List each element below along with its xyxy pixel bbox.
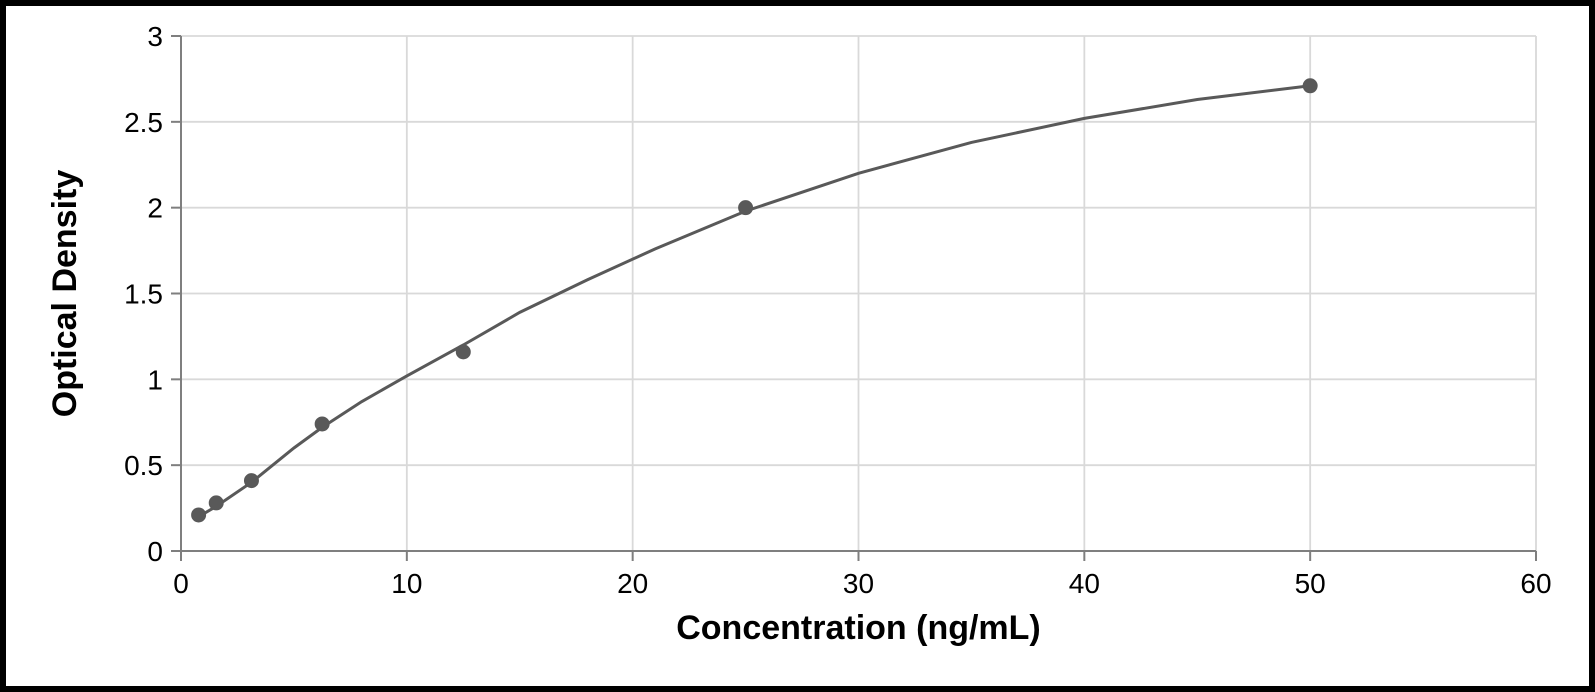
x-tick-label: 60	[1520, 568, 1551, 599]
chart-svg: 0 10 20 30 40 50 60 0 0.5 1 1.5 2 2.5 3 Concentration …	[26, 16, 1575, 682]
x-tick-label: 40	[1069, 568, 1100, 599]
data-point	[456, 345, 470, 359]
y-tick-label: 1	[147, 364, 163, 395]
x-tick-label: 50	[1295, 568, 1326, 599]
data-point	[1303, 79, 1317, 93]
data-point	[315, 417, 329, 431]
y-tick-label: 0.5	[124, 450, 163, 481]
y-tick-label: 2.5	[124, 107, 163, 138]
x-axis-title: Concentration (ng/mL)	[676, 609, 1041, 647]
x-tick-label: 0	[173, 568, 189, 599]
data-point	[244, 474, 258, 488]
y-tick-label: 2	[147, 193, 163, 224]
y-tick-label: 1.5	[124, 279, 163, 310]
y-tick-label: 3	[147, 21, 163, 52]
data-point	[209, 496, 223, 510]
chart-frame: 0 10 20 30 40 50 60 0 0.5 1 1.5 2 2.5 3 Concentration …	[0, 0, 1595, 692]
x-tick-label: 10	[391, 568, 422, 599]
x-tick-label: 30	[843, 568, 874, 599]
y-tick-label: 0	[147, 536, 163, 567]
y-axis-title: Optical Density	[46, 170, 84, 418]
chart-container: 0 10 20 30 40 50 60 0 0.5 1 1.5 2 2.5 3 Concentration …	[26, 16, 1569, 676]
data-point	[739, 201, 753, 215]
x-tick-label: 20	[617, 568, 648, 599]
data-point	[192, 508, 206, 522]
